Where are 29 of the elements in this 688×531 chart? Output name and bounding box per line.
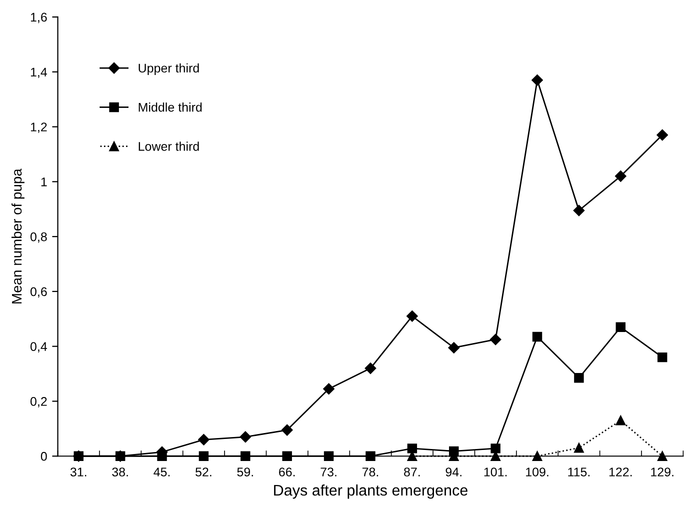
- x-tick-label: 129.: [651, 468, 674, 476]
- x-tick-label: 101.: [484, 468, 507, 476]
- y-tick-label: 1,6: [30, 12, 47, 24]
- y-tick-label: 1: [41, 178, 47, 186]
- x-tick-label: 122.: [609, 468, 632, 476]
- x-tick-label: 38.: [112, 468, 128, 476]
- x-tick-label: 109.: [526, 468, 548, 476]
- y-tick-label: 0: [40, 452, 47, 461]
- x-tick-label: 59.: [237, 468, 253, 476]
- y-tick-label: 0,2: [30, 397, 47, 408]
- y-tick-label: 0,8: [30, 232, 47, 243]
- x-tick-label: 94.: [446, 468, 462, 476]
- y-tick-label: 1,2: [30, 122, 47, 133]
- legend-label: Lower third: [138, 142, 199, 151]
- y-axis-title: Mean number of pupa: [12, 168, 24, 304]
- x-tick-label: 115.: [568, 468, 590, 476]
- x-tick-label: 52.: [196, 468, 212, 476]
- x-tick-label: 31.: [70, 468, 86, 476]
- y-tick-label: 1,4: [30, 68, 48, 78]
- legend-label: Middle third: [138, 102, 202, 112]
- x-tick-label: 45.: [154, 468, 170, 476]
- x-axis-title: Days after plants emergence: [274, 484, 468, 499]
- x-tick-label: 73.: [320, 468, 336, 476]
- x-tick-label: 87.: [404, 468, 420, 476]
- y-tick-label: 0,4: [30, 342, 48, 352]
- x-tick-label: 78.: [362, 468, 378, 476]
- y-tick-label: 0,6: [30, 287, 47, 298]
- x-tick-label: 66.: [279, 468, 295, 476]
- legend-label: Upper third: [138, 63, 199, 76]
